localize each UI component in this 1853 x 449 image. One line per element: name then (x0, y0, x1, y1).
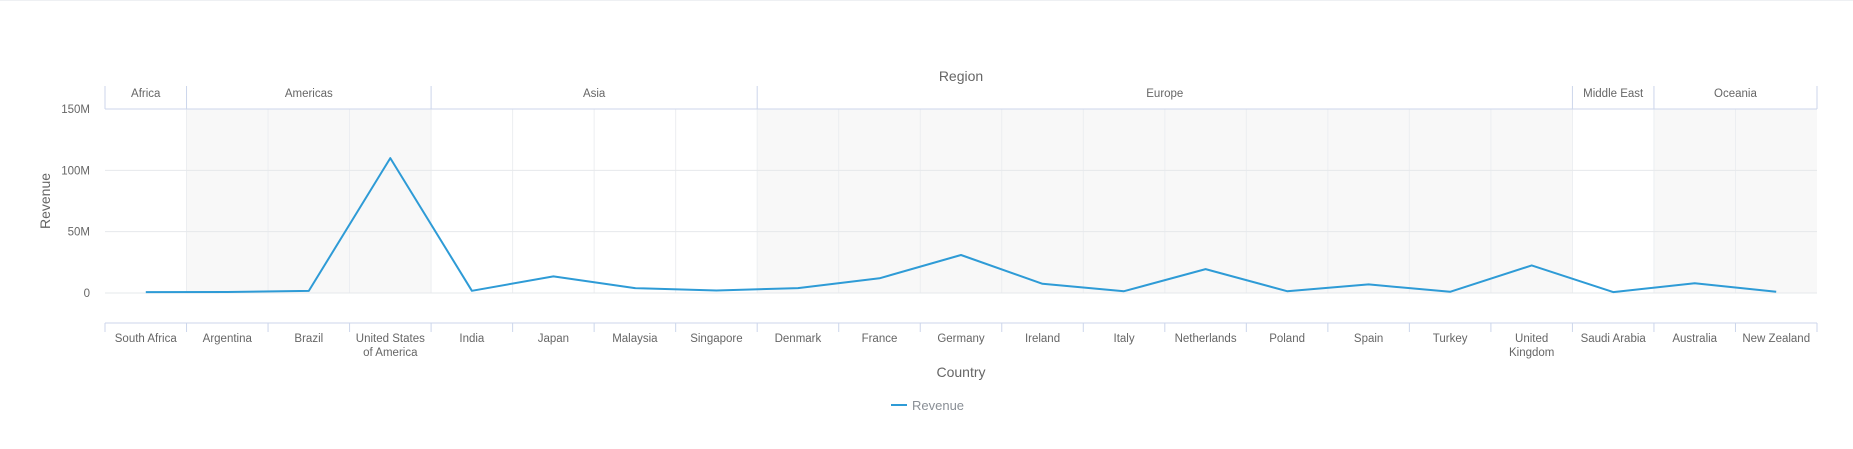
y-axis-title: Revenue (37, 173, 53, 229)
x-tick-label: Kingdom (1509, 347, 1554, 359)
x-tick-label: Poland (1269, 333, 1305, 345)
x-tick-label: Spain (1354, 333, 1383, 345)
x-tick-label: France (862, 333, 898, 345)
y-tick-label: 150M (61, 104, 90, 116)
x-tick-label: United (1515, 333, 1548, 345)
y-tick-label: 50M (68, 227, 90, 239)
x-tick-label: Australia (1672, 333, 1717, 345)
region-band (186, 109, 432, 293)
top-border-line (0, 0, 1853, 1)
x-tick-label: Italy (1114, 333, 1135, 345)
region-label: Oceania (1714, 88, 1757, 100)
x-tick-label: India (459, 333, 485, 345)
x-tick-label: Brazil (294, 333, 323, 345)
region-label: Europe (1146, 88, 1183, 100)
x-tick-label: Japan (538, 333, 569, 345)
y-tick-label: 100M (61, 165, 90, 177)
x-tick-label: South Africa (115, 333, 178, 345)
x-tick-label: Netherlands (1175, 333, 1237, 345)
x-tick-label: Germany (937, 333, 985, 345)
region-label: Middle East (1583, 88, 1644, 100)
y-tick-label: 0 (84, 288, 90, 300)
x-axis-title: Country (936, 364, 985, 380)
region-label: Americas (285, 88, 333, 100)
x-tick-label: of America (363, 347, 418, 359)
x-tick-label: Denmark (775, 333, 822, 345)
x-tick-label: Singapore (690, 333, 742, 345)
group-axis-title: Region (939, 68, 983, 84)
region-label: Africa (131, 88, 161, 100)
x-tick-label: Malaysia (612, 333, 658, 345)
legend-label: Revenue (912, 398, 964, 413)
x-tick-label: United States (356, 333, 425, 345)
x-tick-label: New Zealand (1742, 333, 1810, 345)
x-tick-label: Saudi Arabia (1581, 333, 1647, 345)
x-tick-label: Turkey (1433, 333, 1468, 345)
series-line-revenue (145, 157, 1777, 294)
x-tick-label: Ireland (1025, 333, 1060, 345)
region-label: Asia (583, 88, 606, 100)
x-tick-label: Argentina (203, 333, 253, 345)
